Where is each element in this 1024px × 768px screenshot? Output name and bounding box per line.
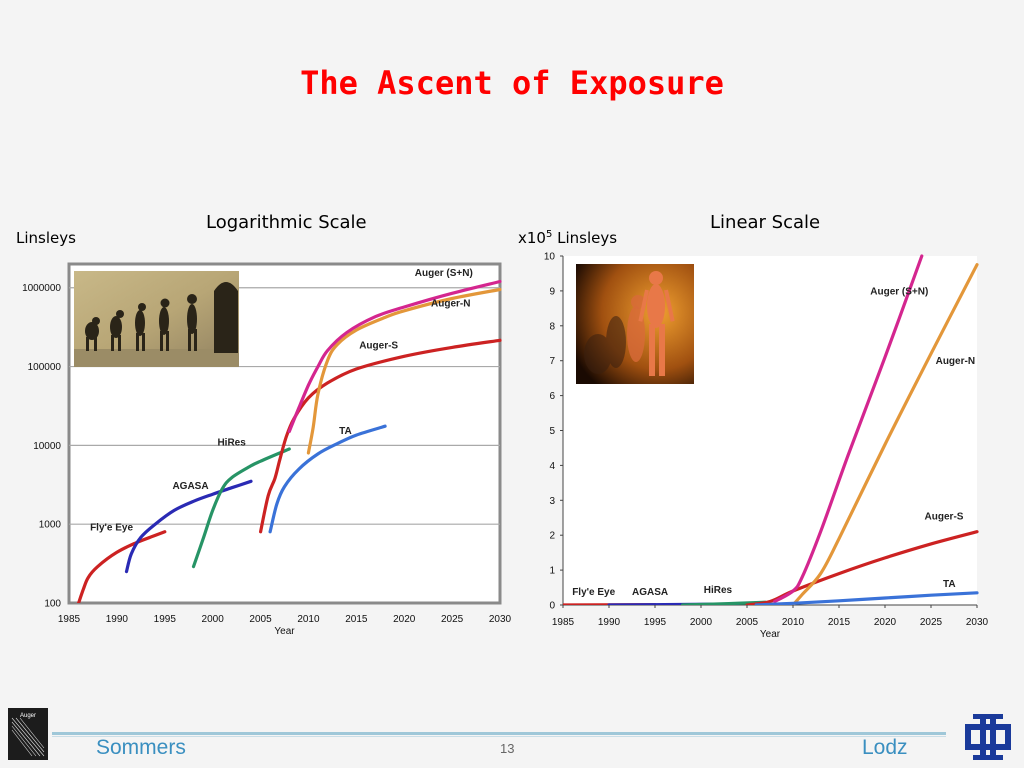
lin-series-ta bbox=[754, 591, 979, 605]
log-y-tick-label: 1000000 bbox=[22, 283, 61, 294]
log-x-axis-title: Year bbox=[274, 626, 295, 637]
evolution-silhouette-image bbox=[74, 271, 239, 367]
lin-y-tick-label: 4 bbox=[549, 461, 555, 472]
lin-series-label-auger-s-n: Auger (S+N) bbox=[870, 286, 928, 297]
log-series-auger-s-n bbox=[287, 279, 502, 434]
log-x-tick-label: 2030 bbox=[489, 614, 512, 625]
lin-series-auger-s-n bbox=[773, 254, 924, 604]
log-series-label-fly-e-eye: Fly'e Eye bbox=[90, 523, 133, 534]
lin-x-tick-label: 2000 bbox=[690, 617, 713, 628]
log-x-tick-label: 2005 bbox=[249, 614, 272, 625]
linear-chart-ylabel: x105 Linsleys bbox=[518, 229, 618, 247]
footer-location: Lodz bbox=[862, 736, 908, 759]
lin-y-tick-label: 6 bbox=[549, 391, 555, 402]
lin-y-tick-label: 9 bbox=[549, 286, 555, 297]
log-series-hires bbox=[191, 447, 291, 569]
lin-series-label-ta: TA bbox=[943, 579, 956, 590]
lin-series-label-fly-e-eye: Fly'e Eye bbox=[572, 587, 615, 598]
log-x-tick-label: 2025 bbox=[441, 614, 464, 625]
log-series-fly-e-eye bbox=[77, 530, 167, 603]
lin-y-tick-label: 8 bbox=[549, 321, 555, 332]
human-evolution-image bbox=[576, 264, 694, 384]
lin-x-tick-label: 2010 bbox=[782, 617, 805, 628]
log-x-tick-label: 2010 bbox=[297, 614, 320, 625]
log-chart-title: Logarithmic Scale bbox=[206, 212, 367, 233]
lin-y-tick-label: 3 bbox=[549, 496, 555, 507]
log-series-agasa bbox=[124, 479, 253, 574]
lin-series-label-auger-n: Auger-N bbox=[936, 356, 975, 367]
lin-x-axis-title: Year bbox=[760, 629, 781, 640]
log-series-label-ta: TA bbox=[339, 426, 352, 437]
log-x-tick-label: 1990 bbox=[106, 614, 129, 625]
log-chart-ylabel: Linsleys bbox=[16, 229, 76, 247]
lin-y-tick-label: 0 bbox=[549, 601, 555, 612]
lin-x-tick-label: 2030 bbox=[966, 617, 989, 628]
log-y-tick-label: 1000 bbox=[39, 520, 62, 531]
log-series-label-agasa: AGASA bbox=[172, 481, 208, 492]
log-x-tick-label: 2020 bbox=[393, 614, 416, 625]
log-series-label-auger-s-n: Auger (S+N) bbox=[415, 268, 473, 279]
lin-y-tick-label: 1 bbox=[549, 566, 555, 577]
auger-logo: Auger bbox=[8, 708, 48, 760]
log-y-tick-label: 100000 bbox=[28, 362, 62, 373]
lin-x-tick-label: 2025 bbox=[920, 617, 943, 628]
log-series-label-hires: HiRes bbox=[217, 437, 246, 448]
slide-title: The Ascent of Exposure bbox=[300, 64, 724, 102]
lin-series-label-hires: HiRes bbox=[704, 585, 733, 596]
lin-x-tick-label: 2020 bbox=[874, 617, 897, 628]
lin-series-auger-n bbox=[791, 263, 979, 605]
lin-x-tick-label: 2015 bbox=[828, 617, 851, 628]
lin-series-label-auger-s: Auger-S bbox=[925, 511, 964, 522]
log-x-tick-label: 2000 bbox=[202, 614, 225, 625]
lin-x-tick-label: 1990 bbox=[598, 617, 621, 628]
log-x-tick-label: 1995 bbox=[154, 614, 177, 625]
footer-author: Sommers bbox=[96, 736, 186, 759]
log-series-label-auger-n: Auger-N bbox=[431, 298, 470, 309]
lin-y-tick-label: 7 bbox=[549, 356, 555, 367]
linear-chart-title: Linear Scale bbox=[710, 212, 821, 233]
page-number: 13 bbox=[500, 741, 515, 756]
lin-y-tick-label: 2 bbox=[549, 531, 555, 542]
log-series-auger-n bbox=[306, 287, 502, 455]
footer-divider-thin bbox=[52, 736, 946, 737]
log-series-label-auger-s: Auger-S bbox=[359, 340, 398, 351]
lin-y-tick-label: 5 bbox=[549, 426, 555, 437]
svg-text:Auger: Auger bbox=[20, 713, 36, 719]
footer-divider bbox=[52, 732, 946, 735]
log-series-ta bbox=[268, 424, 387, 534]
lin-x-tick-label: 1985 bbox=[552, 617, 575, 628]
log-x-tick-label: 1985 bbox=[58, 614, 81, 625]
lin-series-label-agasa: AGASA bbox=[632, 587, 668, 598]
log-y-tick-label: 10000 bbox=[33, 441, 61, 452]
lin-x-tick-label: 1995 bbox=[644, 617, 667, 628]
log-y-tick-label: 100 bbox=[44, 599, 61, 610]
log-x-tick-label: 2015 bbox=[345, 614, 368, 625]
lin-y-tick-label: 10 bbox=[544, 252, 556, 263]
lin-series-auger-s bbox=[745, 530, 979, 605]
fermilab-logo bbox=[963, 712, 1013, 762]
lin-x-tick-label: 2005 bbox=[736, 617, 759, 628]
